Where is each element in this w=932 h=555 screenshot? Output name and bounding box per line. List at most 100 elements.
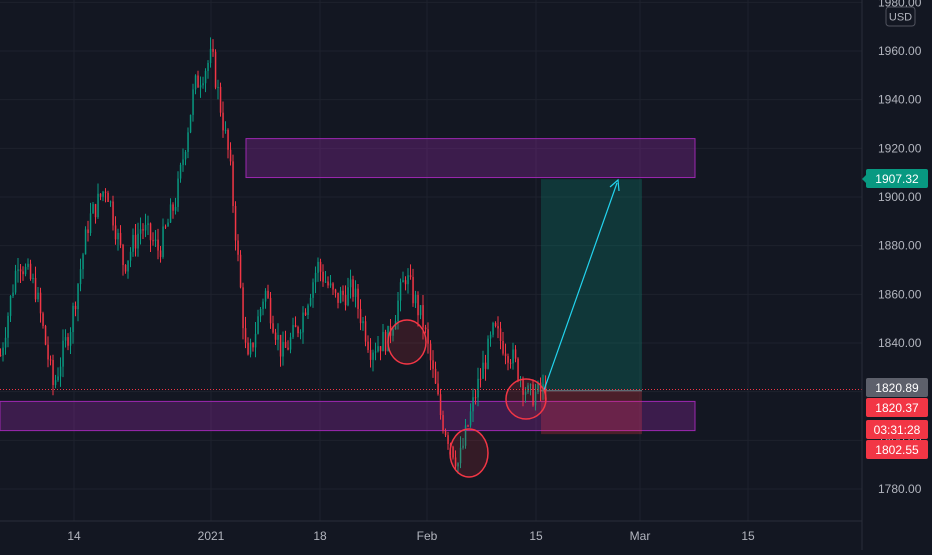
candle-body [439, 394, 442, 416]
currency-badge[interactable]: USD [885, 6, 916, 27]
candle-body [407, 275, 409, 285]
candle-body [362, 321, 364, 324]
price-label-last: 1820.89 [875, 381, 919, 395]
candle-body [504, 353, 507, 357]
candle-body [147, 223, 149, 225]
candle-body [0, 355, 2, 357]
candle-body [424, 327, 427, 330]
candle-body [494, 322, 497, 327]
price-tick-label: 1960.00 [878, 44, 922, 58]
candle-body [2, 347, 4, 356]
candle-body [104, 191, 107, 193]
candle-body [29, 263, 32, 279]
candle-body [234, 205, 237, 241]
candle-body [139, 229, 142, 234]
candle-body [404, 280, 407, 285]
candle-body [54, 380, 57, 386]
candle-body [514, 349, 517, 359]
candle-body [452, 446, 454, 458]
candle-body [134, 234, 137, 249]
candle-body [349, 279, 352, 288]
candle-body [352, 279, 354, 297]
candle-body [204, 71, 207, 84]
price-label-stop-box [866, 440, 928, 459]
annotations-layer[interactable] [0, 178, 862, 478]
candle-body [34, 277, 37, 300]
circle-annotation[interactable] [387, 319, 427, 365]
candle-body [434, 368, 437, 384]
candle-body [344, 294, 347, 306]
position-tool[interactable] [541, 179, 642, 435]
candle-body [329, 283, 332, 286]
candle-body [474, 397, 477, 399]
zone-resistance[interactable] [245, 138, 696, 179]
price-label-last-box [866, 378, 928, 397]
candle-body [144, 224, 147, 231]
candle-body [199, 85, 202, 88]
price-label-target: 1907.32 [875, 172, 919, 186]
time-tick-label: Feb [417, 529, 438, 543]
candle-body [454, 457, 457, 467]
candle-body [332, 283, 334, 290]
candle-body [534, 391, 537, 406]
candle-body [309, 297, 312, 306]
candle-body [249, 342, 252, 355]
candle-body [232, 161, 234, 206]
candle-body [517, 358, 519, 381]
candle-body [229, 149, 232, 162]
price-label-pointer [862, 175, 866, 183]
candle-body [244, 328, 247, 343]
circle-annotation[interactable] [505, 378, 547, 420]
position-profit-zone[interactable] [541, 179, 642, 391]
candle-body [239, 254, 242, 288]
circle-annotation[interactable] [449, 428, 489, 478]
time-tick-label: 15 [529, 529, 543, 543]
position-loss-zone[interactable] [541, 390, 642, 435]
price-tick-label: 1860.00 [878, 287, 922, 301]
arrow-head [609, 178, 620, 192]
candle-body [57, 376, 59, 381]
zone-support[interactable] [0, 400, 696, 432]
candle-body [509, 362, 512, 364]
grid-lines [0, 0, 862, 521]
candle-body [49, 359, 52, 361]
projection-arrow[interactable] [543, 182, 618, 391]
candle-body [432, 360, 434, 369]
candle-body [287, 347, 289, 350]
candle-body [129, 251, 132, 261]
candle-body [412, 277, 414, 304]
candle-body [109, 201, 112, 203]
candle-body [149, 223, 152, 241]
time-tick-label: 18 [313, 529, 327, 543]
candle-body [264, 290, 267, 302]
candle-body [124, 264, 127, 272]
candle-body [184, 151, 187, 160]
candle-body [539, 382, 542, 392]
candle-body [42, 313, 44, 326]
candle-body [47, 344, 49, 360]
candle-body [17, 269, 19, 271]
candle-body [497, 326, 499, 329]
candle-body [347, 287, 349, 306]
zones-layer[interactable] [0, 138, 696, 432]
candle-body [164, 226, 167, 228]
candle-body [457, 463, 459, 467]
candle-body [444, 430, 447, 436]
price-tick-label: 1940.00 [878, 93, 922, 107]
price-label-countdown: 03:31:28 [874, 423, 921, 437]
time-axis[interactable]: 14 2021 18 Feb 15 Mar 15 [67, 529, 755, 543]
candle-body [252, 342, 254, 348]
candle-body [7, 315, 9, 338]
candle-body [304, 312, 307, 316]
candle-body [84, 229, 87, 255]
price-tick-label: 1900.00 [878, 190, 922, 204]
candle-body [222, 112, 224, 131]
candle-body [242, 287, 244, 329]
candle-body [172, 204, 174, 211]
candle-body [469, 411, 472, 426]
time-tick-label: 2021 [198, 529, 225, 543]
candle-body [79, 269, 82, 285]
candle-body [419, 305, 422, 316]
